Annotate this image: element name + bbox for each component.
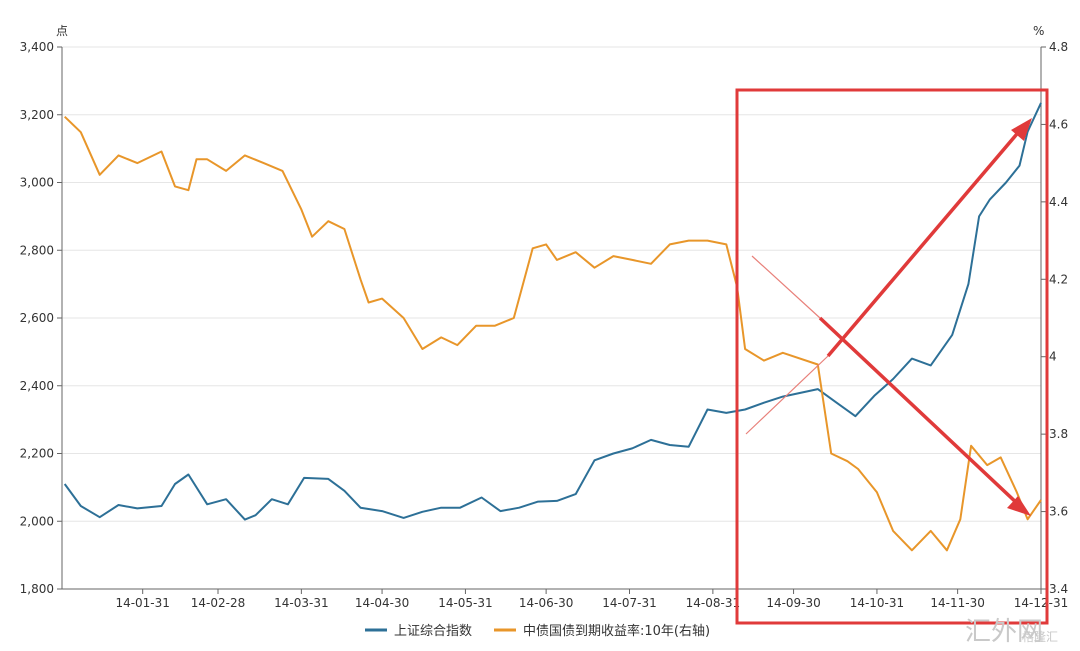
left-y-tick-label: 2,800	[20, 243, 54, 257]
x-tick-label: 14-06-30	[519, 596, 573, 610]
watermark-main: 汇外网	[965, 617, 1043, 647]
left-y-tick-labels: 3,400 3,200 3,000 2,800 2,600 2,400 2,200 2,000…	[20, 40, 62, 596]
series-lines	[63, 102, 1042, 552]
left-y-tick-label: 3,000	[20, 176, 54, 190]
legend: 上证综合指数 中债国债到期收益率:10年(右轴)	[365, 623, 710, 639]
right-unit-label: %	[1033, 24, 1044, 38]
x-tick-label: 14-07-31	[602, 596, 656, 610]
legend-label-sse: 上证综合指数	[394, 624, 472, 639]
series-line-bond-yield	[64, 115, 1042, 552]
up-arrow-head	[1011, 118, 1032, 141]
annotation-overlay	[735, 88, 1049, 625]
thin-arrow-line	[745, 355, 829, 435]
series-line-sse-index	[63, 102, 1042, 521]
x-tick-label: 14-02-28	[191, 596, 245, 610]
x-tick-label: 14-01-31	[115, 596, 169, 610]
left-y-tick-label: 3,200	[20, 108, 54, 122]
right-y-tick-label: 4.4	[1049, 195, 1068, 209]
left-unit-label: 点	[56, 24, 68, 38]
legend-label-bond: 中债国债到期收益率:10年(右轴)	[523, 623, 710, 639]
x-tick-label: 14-11-30	[930, 596, 984, 610]
x-tick-label: 14-12-31	[1014, 596, 1068, 610]
grid-lines	[62, 46, 1041, 522]
x-tick-label: 14-04-30	[355, 596, 409, 610]
watermark-sub: 格隆汇	[1022, 629, 1058, 644]
left-y-tick-label: 1,800	[20, 582, 54, 596]
left-y-tick-label: 3,400	[20, 40, 54, 54]
left-y-tick-label: 2,400	[20, 379, 54, 393]
right-y-tick-labels: 4.8 4.6 4.4 4.2 4 3.8 3.6 3.4	[1041, 40, 1068, 596]
right-y-tick-label: 4.8	[1049, 40, 1068, 54]
highlight-box	[735, 88, 1049, 625]
x-tick-labels: 14-01-31 14-02-28 14-03-31 14-04-30 14-05-31…	[115, 589, 1068, 610]
right-y-tick-label: 3.4	[1049, 582, 1068, 596]
down-arrow-line	[818, 316, 1022, 508]
down-arrow-head	[1007, 496, 1031, 516]
right-y-tick-label: 4.6	[1049, 117, 1068, 131]
right-y-tick-label: 3.8	[1049, 427, 1068, 441]
x-tick-label: 14-08-31	[686, 596, 740, 610]
x-tick-label: 14-10-31	[850, 596, 904, 610]
left-y-tick-label: 2,600	[20, 311, 54, 325]
left-y-tick-label: 2,200	[20, 447, 54, 461]
x-tick-label: 14-09-30	[766, 596, 820, 610]
up-arrow-line	[826, 126, 1024, 358]
right-y-tick-label: 4.2	[1049, 272, 1068, 286]
left-y-tick-label: 2,000	[20, 514, 54, 528]
thin-down-line	[751, 255, 821, 319]
x-tick-label: 14-05-31	[438, 596, 492, 610]
x-tick-label: 14-03-31	[274, 596, 328, 610]
right-y-tick-label: 4	[1049, 350, 1057, 364]
right-y-tick-label: 3.6	[1049, 505, 1068, 519]
